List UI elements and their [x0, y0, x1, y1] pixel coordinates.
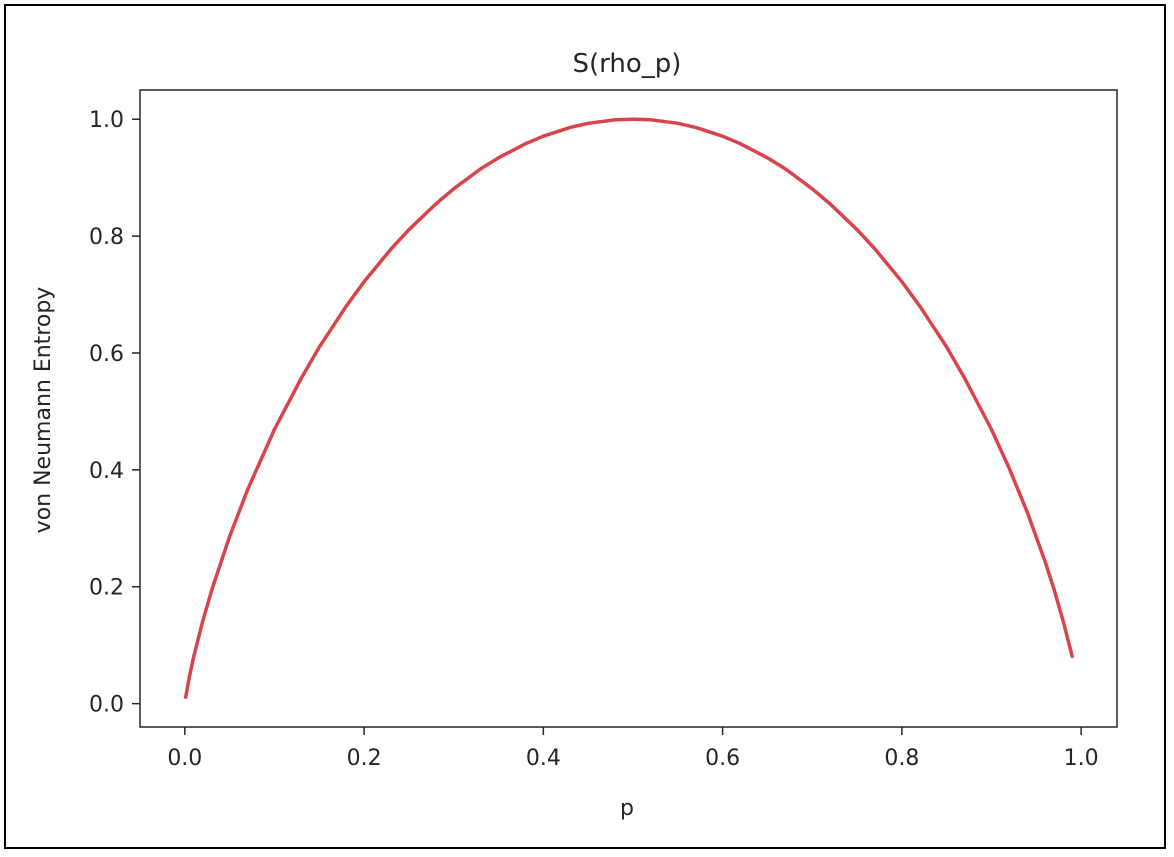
x-tick-label: 0.4: [526, 746, 561, 771]
y-tick-label: 0.8: [89, 225, 124, 250]
x-tick-label: 0.8: [884, 746, 919, 771]
x-tick-label: 0.0: [167, 746, 202, 771]
y-tick-label: 0.2: [89, 576, 124, 601]
y-axis: 0.0 0.2 0.4 0.6 0.8 1.0: [89, 108, 140, 718]
x-axis: 0.0 0.2 0.4 0.6 0.8 1.0: [167, 727, 1099, 771]
y-tick-label: 0.6: [89, 342, 124, 367]
y-tick-label: 0.0: [89, 693, 124, 718]
x-tick-label: 0.6: [705, 746, 740, 771]
axes-frame: [139, 89, 1118, 728]
figure-frame: [4, 4, 1166, 849]
x-tick-label: 0.2: [347, 746, 382, 771]
series-line-0: [183, 117, 1074, 699]
chart-title: S(rho_p): [573, 49, 682, 79]
y-tick-label: 1.0: [89, 108, 124, 133]
y-axis-label: von Neumann Entropy: [31, 287, 56, 534]
y-tick-label: 0.4: [89, 459, 124, 484]
x-tick-label: 1.0: [1064, 746, 1099, 771]
x-axis-label: p: [620, 796, 634, 821]
plot-area: [183, 117, 1074, 699]
